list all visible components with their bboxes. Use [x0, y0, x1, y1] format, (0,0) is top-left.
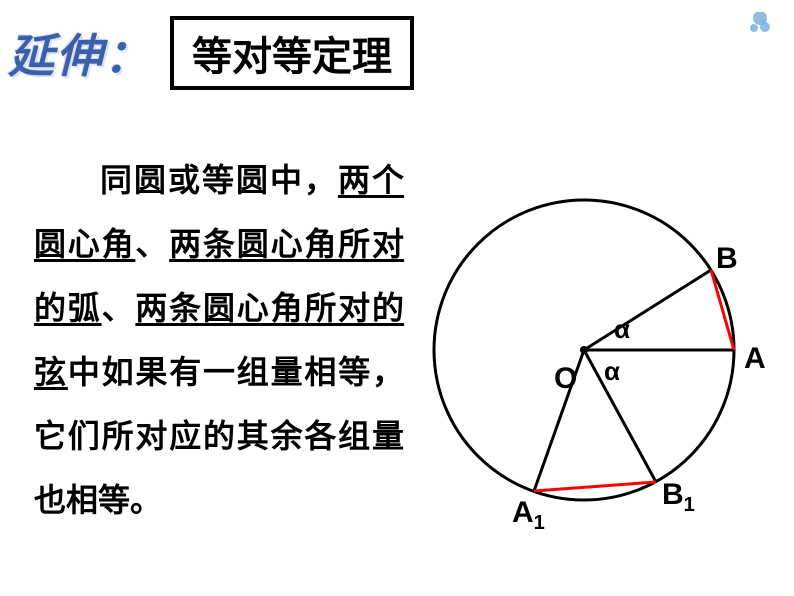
body-post: 中如果有一组量相等，它们所对应的其余各组量也相等。: [34, 354, 404, 518]
title-box: 等对等定理: [170, 16, 414, 90]
label-B1: B1: [662, 478, 695, 517]
svg-text:α: α: [614, 314, 630, 344]
label-O: O: [554, 362, 577, 396]
theorem-text: 同圆或等圆中，两个圆心角、两条圆心角所对的弧、两条圆心角所对的弦中如果有一组量相…: [34, 148, 404, 532]
label-A: A: [744, 342, 766, 376]
corner-decoration-icon: [748, 12, 776, 43]
label-A1: A1: [512, 496, 545, 535]
svg-text:α: α: [604, 356, 620, 386]
circle-diagram: αα O A B A1 B1: [404, 150, 784, 550]
body-sep1: 、: [135, 226, 169, 262]
label-B: B: [716, 242, 738, 276]
body-pre: 同圆或等圆中，: [98, 162, 338, 198]
extension-label: 延伸：: [8, 20, 152, 86]
body-sep2: 、: [102, 290, 136, 326]
header-row: 延伸： 等对等定理: [8, 16, 414, 90]
